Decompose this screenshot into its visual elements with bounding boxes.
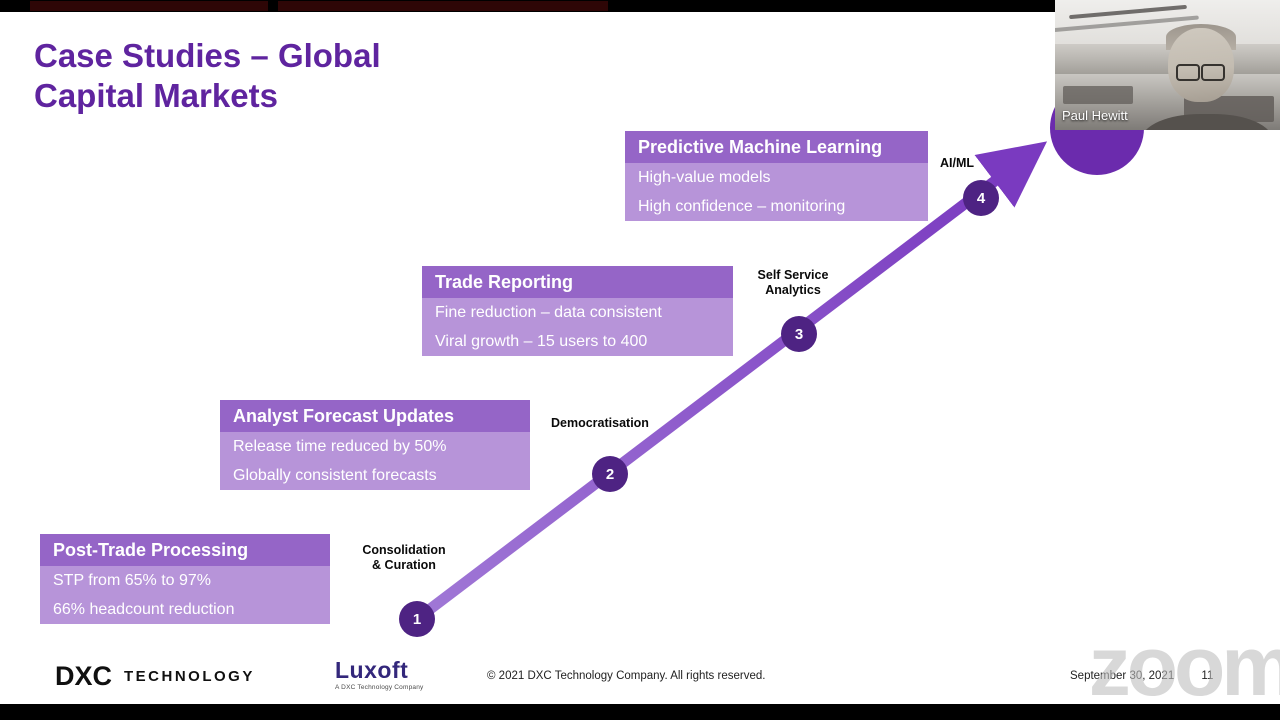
milestone-detail: Fine reduction – data consistent [435,304,662,321]
luxoft-logo-mark: Luxoft [335,657,409,683]
stage-label-3: Self Service Analytics [749,268,837,298]
dxc-logo-wordmark: TECHNOLOGY [124,668,255,685]
milestone-marker-4: 4 [963,180,999,216]
top-bar-artifact [30,1,268,11]
footer-date-page: September 30, 2021 11 [1070,670,1213,682]
participant-name-label: Paul Hewitt [1062,108,1128,123]
luxoft-tagline: A DXC Technology Company [335,684,424,691]
milestone-title: Trade Reporting [422,266,733,298]
slide-title: Case Studies – Global Capital Markets [34,36,381,117]
dxc-logo-mark: DXC [55,661,113,691]
webcam-furniture [1063,86,1133,104]
presenter-shoulders [1142,114,1272,130]
milestone-title: Predictive Machine Learning [625,131,928,163]
milestone-marker-2: 2 [592,456,628,492]
bottom-letterbox-bar [0,704,1280,720]
milestone-title: Post-Trade Processing [40,534,330,566]
milestone-box-1: Post-Trade Processing STP from 65% to 97… [40,534,330,624]
milestone-details: Fine reduction – data consistent Viral g… [422,298,733,356]
stage-label-line: AI/ML [940,156,975,170]
milestone-details: Release time reduced by 50% Globally con… [220,432,530,490]
stage-label-4: AI/ML [940,156,974,171]
stage-label-line: Democratisation [551,416,649,430]
luxoft-logo: Luxoft A DXC Technology Company [335,657,424,692]
milestone-detail: Globally consistent forecasts [233,467,437,484]
milestone-box-4: Predictive Machine Learning High-value m… [625,131,928,221]
stage-label-line: Consolidation [362,543,446,557]
slide-date: September 30, 2021 [1070,670,1175,682]
milestone-box-2: Analyst Forecast Updates Release time re… [220,400,530,490]
presenter-silhouette [1142,24,1272,130]
milestone-details: STP from 65% to 97% 66% headcount reduct… [40,566,330,624]
top-bar-artifact [278,1,608,11]
stage-label-line: Self Service [757,268,829,282]
stage-label-line: Analytics [765,283,821,297]
milestone-detail: STP from 65% to 97% [53,572,211,589]
dxc-logo: DXC TECHNOLOGY [55,661,255,692]
milestone-details: High-value models High confidence – moni… [625,163,928,221]
slide-title-line2: Capital Markets [34,77,278,115]
milestone-detail: High-value models [638,169,771,186]
milestone-marker-1: 1 [399,601,435,637]
webcam-video: Paul Hewitt [1055,0,1280,130]
milestone-detail: Viral growth – 15 users to 400 [435,333,648,350]
milestone-title: Analyst Forecast Updates [220,400,530,432]
stage-label-line: & Curation [372,558,436,572]
copyright-text: © 2021 DXC Technology Company. All right… [487,670,766,682]
zoom-watermark: zoom [1088,619,1280,713]
milestone-detail: High confidence – monitoring [638,198,846,215]
stage-label-2: Democratisation [551,416,649,431]
milestone-detail: Release time reduced by 50% [233,438,447,455]
stage-label-1: Consolidation & Curation [352,543,456,573]
slide-title-line1: Case Studies – Global [34,37,381,74]
slide-page-number: 11 [1201,670,1214,682]
milestone-marker-3: 3 [781,316,817,352]
milestone-box-3: Trade Reporting Fine reduction – data co… [422,266,733,356]
presenter-glasses [1176,63,1225,81]
milestone-detail: 66% headcount reduction [53,601,235,618]
